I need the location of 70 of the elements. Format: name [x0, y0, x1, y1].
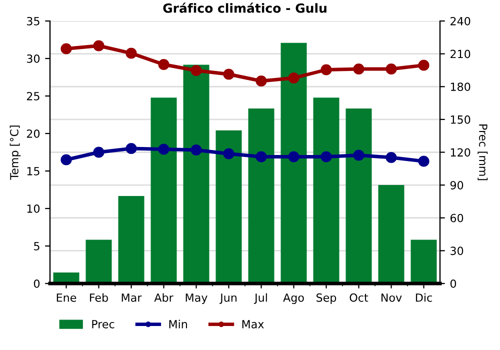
point	[418, 156, 430, 167]
y-tick-label: 0	[34, 279, 40, 288]
point	[126, 48, 137, 59]
bar	[183, 64, 210, 284]
y-tick-label: 25	[26, 92, 40, 100]
point	[60, 154, 72, 166]
bar	[248, 108, 274, 284]
point	[418, 60, 430, 71]
y-tick-label: 30	[26, 54, 40, 63]
point	[158, 144, 170, 155]
y-tick-label: 15	[27, 167, 40, 176]
point	[60, 43, 72, 54]
x-tick-label: Mar	[122, 294, 142, 302]
bar	[378, 185, 404, 284]
bar	[280, 42, 307, 284]
x-tick-label: Jul	[254, 293, 267, 304]
y2-axis-title: Prec [mm]	[478, 124, 488, 180]
point	[353, 63, 364, 75]
point	[223, 148, 234, 160]
y2-tick-label: 120	[450, 148, 470, 157]
bar	[118, 196, 144, 284]
point	[126, 142, 137, 154]
bar	[216, 130, 242, 284]
y2-tick-label: 60	[450, 214, 464, 222]
x-tick-label: Ene	[56, 294, 76, 302]
y-tick-label: 5	[34, 242, 40, 250]
x-tick-label: Ago	[283, 294, 304, 304]
point	[386, 152, 397, 164]
y2-tick-label: 150	[450, 115, 470, 124]
point	[320, 64, 332, 76]
point	[288, 151, 300, 162]
bar	[313, 98, 340, 284]
y2-tick-label: 30	[450, 246, 464, 256]
bar	[86, 240, 112, 284]
point	[93, 40, 104, 52]
bar	[346, 108, 372, 284]
x-tick-label: Dic	[416, 293, 432, 302]
point	[190, 144, 202, 156]
point	[353, 150, 364, 161]
y2-tick-label: 180	[450, 82, 470, 92]
point	[223, 68, 234, 80]
x-tick-label: Feb	[90, 293, 108, 302]
point	[288, 72, 300, 84]
point	[256, 151, 267, 162]
chart-title: Gráfico climático - Gulu	[163, 2, 326, 13]
y2-tick-label: 210	[450, 50, 470, 58]
x-tick-label: Abr	[154, 293, 174, 302]
y2-tick-label: 240	[450, 16, 470, 26]
point	[190, 64, 202, 76]
y-tick-label: 20	[26, 129, 40, 138]
y-tick-label: 35	[26, 16, 40, 26]
x-tick-label: Oct	[350, 293, 368, 302]
point	[158, 58, 170, 70]
x-tick-label: May	[186, 294, 208, 304]
point	[93, 146, 104, 158]
legend-label: Prec	[92, 320, 114, 328]
bar	[410, 240, 437, 284]
y-axis-title: Temp [°C]	[10, 126, 21, 180]
y-tick-label: 10	[27, 204, 40, 213]
point	[386, 63, 397, 75]
x-tick-label: Jun	[219, 294, 236, 304]
point	[320, 151, 332, 162]
x-tick-label: Sep	[316, 293, 336, 304]
y2-tick-label: 90	[450, 181, 464, 190]
bar	[150, 98, 177, 284]
x-tick-label: Nov	[381, 294, 402, 302]
legend-label: Min	[169, 320, 187, 328]
y2-tick-label: 0	[450, 279, 456, 288]
point	[256, 75, 267, 87]
legend-label: Max	[242, 320, 264, 328]
